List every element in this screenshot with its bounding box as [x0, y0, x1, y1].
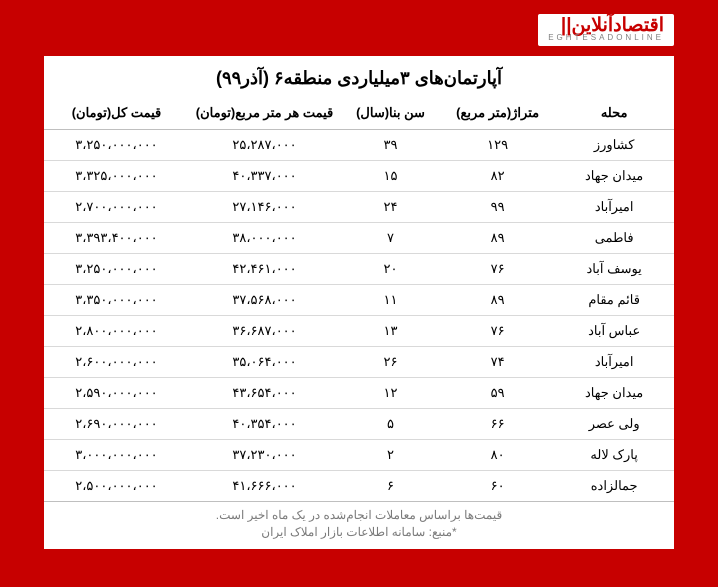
- table-row: پارک لاله۸۰۲۳۷،۲۳۰،۰۰۰۳،۰۰۰،۰۰۰،۰۰۰: [44, 440, 674, 471]
- cell-location: میدان جهاد: [554, 378, 674, 409]
- cell-location: یوسف آباد: [554, 254, 674, 285]
- table-row: قائم مقام۸۹۱۱۳۷،۵۶۸،۰۰۰۳،۳۵۰،۰۰۰،۰۰۰: [44, 285, 674, 316]
- table-body: کشاورز۱۲۹۳۹۲۵،۲۸۷،۰۰۰۳،۲۵۰،۰۰۰،۰۰۰میدان …: [44, 130, 674, 502]
- table-title: آپارتمان‌های ۳میلیاردی منطقه۶ (آذر۹۹): [44, 68, 674, 89]
- cell-location: کشاورز: [554, 130, 674, 161]
- cell-total_price: ۲،۵۰۰،۰۰۰،۰۰۰: [44, 471, 189, 502]
- cell-location: ولی عصر: [554, 409, 674, 440]
- cell-area: ۷۴: [441, 347, 554, 378]
- site-logo: اقتصادآنلاین|| EGHTESADONLINE: [538, 14, 674, 46]
- cell-age: ۲۴: [340, 192, 441, 223]
- cell-total_price: ۳،۳۲۵،۰۰۰،۰۰۰: [44, 161, 189, 192]
- table-row: کشاورز۱۲۹۳۹۲۵،۲۸۷،۰۰۰۳،۲۵۰،۰۰۰،۰۰۰: [44, 130, 674, 161]
- table-footnote: قیمت‌ها براساس معاملات انجام‌شده در یک م…: [44, 508, 674, 522]
- cell-price_per_sqm: ۴۱،۶۶۶،۰۰۰: [189, 471, 340, 502]
- col-header-area: متراژ(متر مربع): [441, 99, 554, 130]
- cell-total_price: ۲،۸۰۰،۰۰۰،۰۰۰: [44, 316, 189, 347]
- cell-price_per_sqm: ۴۳،۶۵۴،۰۰۰: [189, 378, 340, 409]
- cell-location: امیرآباد: [554, 192, 674, 223]
- cell-area: ۶۶: [441, 409, 554, 440]
- cell-location: پارک لاله: [554, 440, 674, 471]
- cell-age: ۳۹: [340, 130, 441, 161]
- cell-area: ۶۰: [441, 471, 554, 502]
- cell-total_price: ۳،۳۹۳،۴۰۰،۰۰۰: [44, 223, 189, 254]
- col-header-price-sqm: قیمت هر متر مربع(تومان): [189, 99, 340, 130]
- cell-area: ۱۲۹: [441, 130, 554, 161]
- cell-area: ۷۶: [441, 254, 554, 285]
- cell-age: ۱۳: [340, 316, 441, 347]
- cell-total_price: ۲،۶۰۰،۰۰۰،۰۰۰: [44, 347, 189, 378]
- table-source: *منبع: سامانه اطلاعات بازار املاک ایران: [44, 525, 674, 539]
- cell-total_price: ۳،۳۵۰،۰۰۰،۰۰۰: [44, 285, 189, 316]
- table-row: یوسف آباد۷۶۲۰۴۲،۴۶۱،۰۰۰۳،۲۵۰،۰۰۰،۰۰۰: [44, 254, 674, 285]
- col-header-total: قیمت کل(تومان): [44, 99, 189, 130]
- cell-price_per_sqm: ۴۲،۴۶۱،۰۰۰: [189, 254, 340, 285]
- table-row: میدان جهاد۸۲۱۵۴۰،۳۳۷،۰۰۰۳،۳۲۵،۰۰۰،۰۰۰: [44, 161, 674, 192]
- table-row: امیرآباد۹۹۲۴۲۷،۱۴۶،۰۰۰۲،۷۰۰،۰۰۰،۰۰۰: [44, 192, 674, 223]
- cell-age: ۲: [340, 440, 441, 471]
- table-header-row: محله متراژ(متر مربع) سن بنا(سال) قیمت هر…: [44, 99, 674, 130]
- cell-total_price: ۳،۰۰۰،۰۰۰،۰۰۰: [44, 440, 189, 471]
- cell-total_price: ۳،۲۵۰،۰۰۰،۰۰۰: [44, 254, 189, 285]
- apartment-price-table: محله متراژ(متر مربع) سن بنا(سال) قیمت هر…: [44, 99, 674, 502]
- cell-location: عباس آباد: [554, 316, 674, 347]
- table-row: عباس آباد۷۶۱۳۳۶،۶۸۷،۰۰۰۲،۸۰۰،۰۰۰،۰۰۰: [44, 316, 674, 347]
- logo-sub-text: EGHTESADONLINE: [548, 34, 664, 42]
- cell-total_price: ۲،۷۰۰،۰۰۰،۰۰۰: [44, 192, 189, 223]
- cell-area: ۹۹: [441, 192, 554, 223]
- cell-area: ۸۹: [441, 223, 554, 254]
- price-table-card: آپارتمان‌های ۳میلیاردی منطقه۶ (آذر۹۹) مح…: [44, 56, 674, 549]
- cell-price_per_sqm: ۳۶،۶۸۷،۰۰۰: [189, 316, 340, 347]
- cell-age: ۲۰: [340, 254, 441, 285]
- table-row: امیرآباد۷۴۲۶۳۵،۰۶۴،۰۰۰۲،۶۰۰،۰۰۰،۰۰۰: [44, 347, 674, 378]
- cell-age: ۱۲: [340, 378, 441, 409]
- cell-area: ۸۹: [441, 285, 554, 316]
- table-row: میدان جهاد۵۹۱۲۴۳،۶۵۴،۰۰۰۲،۵۹۰،۰۰۰،۰۰۰: [44, 378, 674, 409]
- cell-area: ۷۶: [441, 316, 554, 347]
- cell-location: امیرآباد: [554, 347, 674, 378]
- cell-price_per_sqm: ۳۵،۰۶۴،۰۰۰: [189, 347, 340, 378]
- cell-area: ۸۰: [441, 440, 554, 471]
- cell-age: ۲۶: [340, 347, 441, 378]
- col-header-age: سن بنا(سال): [340, 99, 441, 130]
- col-header-location: محله: [554, 99, 674, 130]
- cell-age: ۱۱: [340, 285, 441, 316]
- cell-price_per_sqm: ۲۵،۲۸۷،۰۰۰: [189, 130, 340, 161]
- cell-location: فاطمی: [554, 223, 674, 254]
- cell-price_per_sqm: ۳۷،۵۶۸،۰۰۰: [189, 285, 340, 316]
- cell-total_price: ۳،۲۵۰،۰۰۰،۰۰۰: [44, 130, 189, 161]
- cell-age: ۱۵: [340, 161, 441, 192]
- cell-price_per_sqm: ۴۰،۳۳۷،۰۰۰: [189, 161, 340, 192]
- cell-location: میدان جهاد: [554, 161, 674, 192]
- cell-total_price: ۲،۵۹۰،۰۰۰،۰۰۰: [44, 378, 189, 409]
- cell-area: ۸۲: [441, 161, 554, 192]
- cell-location: قائم مقام: [554, 285, 674, 316]
- cell-price_per_sqm: ۳۷،۲۳۰،۰۰۰: [189, 440, 340, 471]
- cell-age: ۵: [340, 409, 441, 440]
- cell-location: جمالزاده: [554, 471, 674, 502]
- cell-total_price: ۲،۶۹۰،۰۰۰،۰۰۰: [44, 409, 189, 440]
- table-row: ولی عصر۶۶۵۴۰،۳۵۴،۰۰۰۲،۶۹۰،۰۰۰،۰۰۰: [44, 409, 674, 440]
- cell-age: ۶: [340, 471, 441, 502]
- table-row: جمالزاده۶۰۶۴۱،۶۶۶،۰۰۰۲،۵۰۰،۰۰۰،۰۰۰: [44, 471, 674, 502]
- cell-price_per_sqm: ۲۷،۱۴۶،۰۰۰: [189, 192, 340, 223]
- table-row: فاطمی۸۹۷۳۸،۰۰۰،۰۰۰۳،۳۹۳،۴۰۰،۰۰۰: [44, 223, 674, 254]
- cell-price_per_sqm: ۴۰،۳۵۴،۰۰۰: [189, 409, 340, 440]
- cell-age: ۷: [340, 223, 441, 254]
- cell-price_per_sqm: ۳۸،۰۰۰،۰۰۰: [189, 223, 340, 254]
- cell-area: ۵۹: [441, 378, 554, 409]
